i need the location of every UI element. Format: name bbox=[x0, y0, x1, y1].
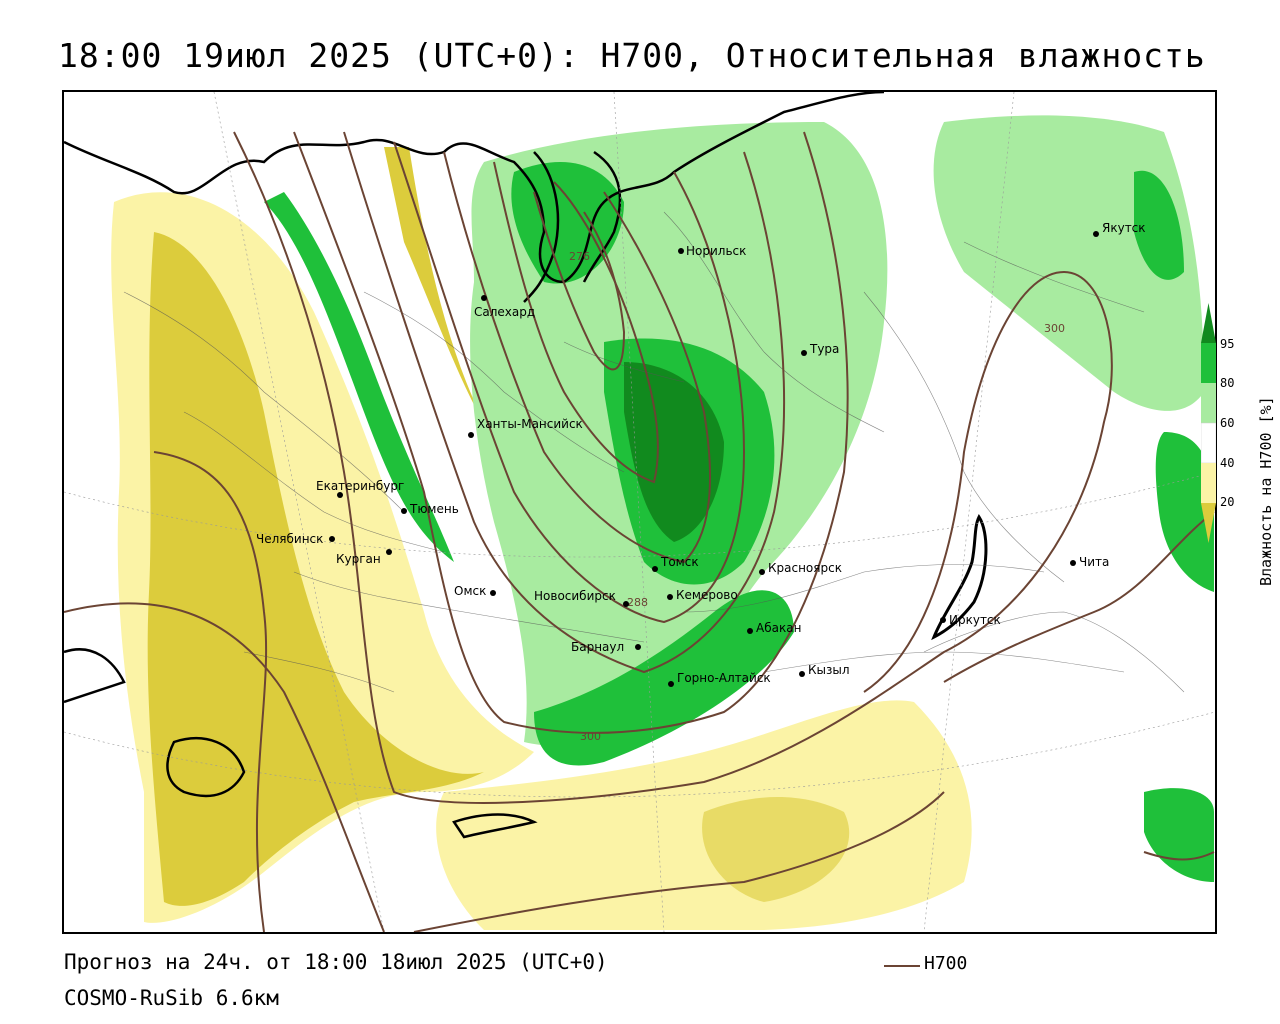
city-tyumen: Тюмень bbox=[401, 502, 459, 516]
isoline-label: 288 bbox=[627, 596, 648, 609]
map-panel: 276 288 300 300 Салехард Норильск Якутск… bbox=[62, 90, 1217, 934]
svg-text:Чита: Чита bbox=[1079, 555, 1109, 569]
svg-text:Красноярск: Красноярск bbox=[768, 561, 842, 575]
city-ekaterinburg: Екатеринбург bbox=[316, 479, 404, 498]
dry-area-south-core bbox=[702, 797, 850, 902]
svg-text:Ханты-Мансийск: Ханты-Мансийск bbox=[477, 417, 583, 431]
dry-areas bbox=[111, 147, 972, 930]
svg-text:Салехард: Салехард bbox=[474, 305, 535, 319]
svg-text:Якутск: Якутск bbox=[1102, 221, 1146, 235]
svg-text:Кызыл: Кызыл bbox=[808, 663, 850, 677]
aral-sea bbox=[64, 648, 126, 704]
city-chita: Чита bbox=[1070, 555, 1109, 569]
coastlines bbox=[64, 92, 988, 839]
svg-text:Горно-Алтайск: Горно-Алтайск bbox=[677, 671, 771, 685]
isoline-label: 276 bbox=[569, 250, 590, 263]
city-irkutsk: Иркутск bbox=[940, 613, 1001, 627]
h700-legend-line bbox=[884, 965, 920, 967]
moist-areas bbox=[264, 115, 1214, 882]
svg-text:Тюмень: Тюмень bbox=[409, 502, 459, 516]
lake-balkhash bbox=[452, 813, 538, 839]
svg-text:Новосибирск: Новосибирск bbox=[534, 589, 616, 603]
svg-text:Норильск: Норильск bbox=[686, 244, 746, 258]
admin-boundaries bbox=[123, 211, 1185, 693]
city-yakutsk: Якутск bbox=[1093, 221, 1146, 237]
moist-band-west bbox=[264, 192, 454, 562]
h700-legend-label: H700 bbox=[924, 953, 968, 974]
isoline-label: 300 bbox=[580, 730, 601, 743]
svg-text:Екатеринбург: Екатеринбург bbox=[316, 479, 404, 493]
h700-isolines bbox=[64, 131, 1215, 932]
city-tomsk: Томск bbox=[652, 555, 699, 572]
city-kyzyl: Кызыл bbox=[799, 663, 850, 677]
city-norilsk: Норильск bbox=[678, 244, 746, 258]
svg-text:Тура: Тура bbox=[809, 342, 839, 356]
city-markers: Салехард Норильск Якутск Тура Ханты-Манс… bbox=[256, 221, 1146, 687]
colorbar-tick: 20 bbox=[1220, 495, 1235, 509]
colorbar-tick: 80 bbox=[1220, 376, 1235, 390]
city-barnaul: Барнаул bbox=[571, 640, 641, 654]
svg-text:Челябинск: Челябинск bbox=[256, 532, 323, 546]
colorbar-tick: 95 bbox=[1220, 337, 1235, 351]
colorbar-title: Влажность на H700 [%] bbox=[1257, 396, 1275, 586]
dry-band-north bbox=[384, 147, 484, 422]
lake-baikal bbox=[931, 514, 988, 641]
colorbar-tick: 40 bbox=[1220, 456, 1235, 470]
city-krasnoyarsk: Красноярск bbox=[759, 561, 842, 575]
forecast-caption: Прогноз на 24ч. от 18:00 18июл 2025 (UTC… bbox=[64, 950, 608, 974]
city-chelyabinsk: Челябинск bbox=[256, 532, 335, 546]
coastline-north bbox=[64, 92, 885, 284]
svg-text:Омск: Омск bbox=[454, 584, 486, 598]
city-abakan: Абакан bbox=[747, 621, 801, 635]
humidity-map: 276 288 300 300 Салехард Норильск Якутск… bbox=[64, 92, 1215, 932]
isoline-label: 300 bbox=[1044, 322, 1065, 335]
city-kurgan: Курган bbox=[336, 549, 392, 566]
moist-area-far-east bbox=[1155, 432, 1214, 592]
dry-area-west-core bbox=[147, 232, 484, 906]
caspian-sea bbox=[166, 737, 246, 798]
svg-text:Барнаул: Барнаул bbox=[571, 640, 624, 654]
svg-text:Иркутск: Иркутск bbox=[949, 613, 1001, 627]
svg-text:Кемерово: Кемерово bbox=[676, 588, 738, 602]
svg-text:Курган: Курган bbox=[336, 552, 381, 566]
svg-text:Абакан: Абакан bbox=[756, 621, 801, 635]
city-gorno-altaysk: Горно-Алтайск bbox=[668, 671, 771, 687]
city-salekhard: Салехард bbox=[474, 295, 535, 319]
svg-text:Томск: Томск bbox=[660, 555, 699, 569]
city-tura: Тура bbox=[801, 342, 839, 356]
colorbar-tick: 60 bbox=[1220, 416, 1235, 430]
humidity-colorbar bbox=[1201, 303, 1216, 543]
moist-area-central-max bbox=[624, 362, 724, 542]
map-title: 18:00 19июл 2025 (UTC+0): H700, Относите… bbox=[58, 36, 1206, 75]
city-khanty-mansiysk: Ханты-Мансийск bbox=[468, 417, 583, 438]
moist-band-south bbox=[534, 590, 794, 766]
city-novosibirsk: Новосибирск bbox=[534, 589, 629, 607]
moist-area-east-core bbox=[1134, 170, 1184, 280]
city-kemerovo: Кемерово bbox=[667, 588, 738, 602]
yamal-peninsula bbox=[523, 151, 560, 303]
moist-area-southeast bbox=[1144, 788, 1214, 882]
graticule bbox=[64, 92, 1215, 932]
gydan-peninsula bbox=[582, 150, 622, 283]
city-omsk: Омск bbox=[454, 584, 496, 598]
model-caption: COSMO-RuSib 6.6км bbox=[64, 986, 279, 1010]
isoline-labels: 276 288 300 300 bbox=[569, 250, 1065, 743]
